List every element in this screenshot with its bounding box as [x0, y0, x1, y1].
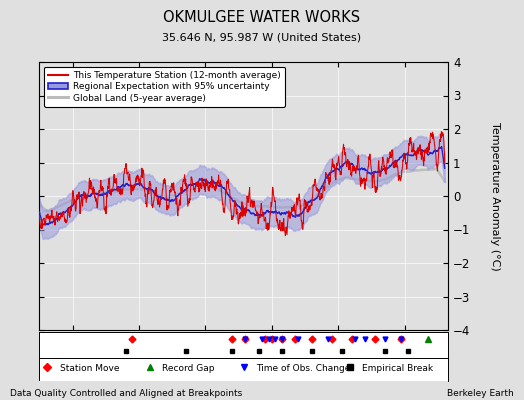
Text: Berkeley Earth: Berkeley Earth — [447, 389, 514, 398]
Text: Empirical Break: Empirical Break — [362, 364, 433, 373]
Text: Data Quality Controlled and Aligned at Breakpoints: Data Quality Controlled and Aligned at B… — [10, 389, 243, 398]
Text: Record Gap: Record Gap — [162, 364, 214, 373]
Text: OKMULGEE WATER WORKS: OKMULGEE WATER WORKS — [163, 10, 361, 25]
Legend: This Temperature Station (12-month average), Regional Expectation with 95% uncer: This Temperature Station (12-month avera… — [44, 66, 285, 107]
Text: 35.646 N, 95.987 W (United States): 35.646 N, 95.987 W (United States) — [162, 32, 362, 42]
Text: Time of Obs. Change: Time of Obs. Change — [256, 364, 351, 373]
Y-axis label: Temperature Anomaly (°C): Temperature Anomaly (°C) — [490, 122, 500, 270]
Text: Station Move: Station Move — [60, 364, 119, 373]
